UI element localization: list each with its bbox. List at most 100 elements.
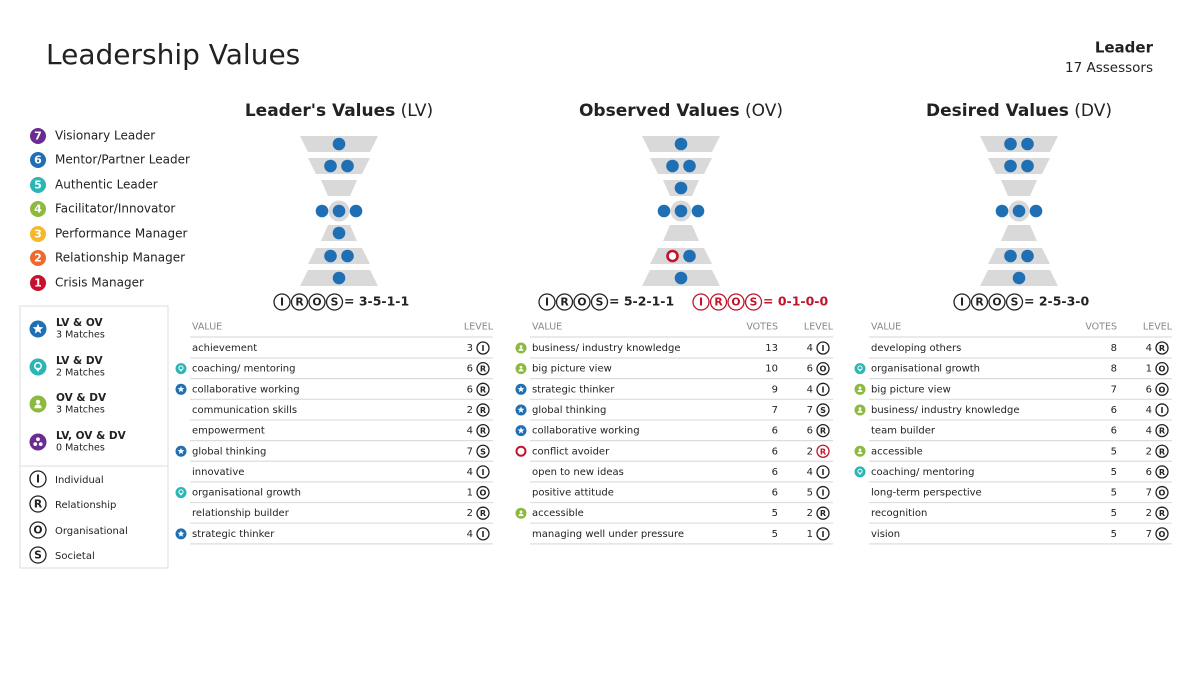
iros-badge (29, 546, 47, 564)
iros-badge (476, 382, 490, 396)
iros-letter: R (820, 508, 827, 518)
iros-score: = 3-5-1-1 (344, 294, 409, 309)
hourglass-band (321, 180, 357, 196)
person-head (858, 448, 862, 452)
iros-letter: O (1159, 384, 1166, 394)
level: 6 (467, 384, 473, 395)
iros-letter: R (480, 426, 487, 436)
iros-letter: O (33, 524, 42, 537)
column-header: VOTES (1085, 322, 1117, 333)
hourglass-band (988, 248, 1050, 264)
value-dot (691, 204, 705, 218)
hourglass-band (650, 158, 712, 174)
value-name: coaching/ mentoring (871, 467, 974, 478)
level: 2 (807, 508, 813, 519)
iros-letter: R (295, 296, 304, 309)
hourglass-band (988, 158, 1050, 174)
person-body (34, 404, 42, 409)
votes: 6 (1111, 426, 1117, 437)
value-dot (332, 137, 346, 151)
level-label: Crisis Manager (55, 276, 144, 290)
value-name: developing others (871, 343, 961, 354)
iros-label: Societal (55, 551, 95, 562)
value-name: collaborative working (192, 384, 300, 395)
value-dot (1004, 159, 1017, 173)
level-badge (30, 275, 46, 291)
level: 7 (807, 405, 813, 416)
value-dot (995, 204, 1009, 218)
level: 3 (467, 343, 473, 354)
iros-badge (1155, 444, 1169, 458)
value-name: strategic thinker (192, 529, 275, 540)
iros-badge (816, 382, 830, 396)
iros-label: Relationship (55, 500, 116, 511)
iros-badge (1155, 485, 1169, 500)
iros-badge (1155, 465, 1169, 479)
person-head (519, 345, 523, 348)
votes: 8 (1111, 364, 1117, 375)
iros-badge (816, 444, 830, 458)
star-glyph (517, 385, 525, 393)
pin-tip (858, 472, 862, 476)
iros-letter: R (480, 405, 487, 415)
hourglass-band (308, 158, 370, 174)
value-name: innovative (192, 467, 244, 478)
level-label: Visionary Leader (55, 129, 155, 143)
iros-letter: O (312, 296, 321, 309)
level: 2 (1146, 508, 1152, 519)
iros-badge (29, 495, 47, 513)
panel-title-main: Desired Values (926, 101, 1069, 121)
iros-letter: R (1159, 426, 1166, 436)
iros-badge (538, 293, 556, 311)
level-number: 3 (34, 228, 42, 241)
value-dot (666, 159, 679, 173)
level-label: Performance Manager (55, 227, 188, 241)
value-dot (674, 204, 688, 218)
value-dot (1004, 249, 1017, 263)
value-name: vision (871, 529, 900, 540)
pin-tip (858, 369, 862, 372)
iros-letter: R (560, 296, 569, 309)
iros-badge (476, 423, 490, 438)
iros-letter: I (821, 529, 824, 539)
iros-letter: R (480, 364, 487, 374)
iros-badge (325, 293, 344, 311)
value-name: organisational growth (871, 364, 980, 375)
level-badge (30, 177, 46, 193)
votes: 8 (1111, 343, 1117, 354)
votes: 7 (1111, 384, 1117, 395)
hourglass-band (650, 248, 712, 264)
match-icon (854, 363, 866, 375)
iros-letter: I (280, 296, 284, 309)
iros-letter: S (1011, 296, 1019, 309)
iros-letter: O (1159, 529, 1166, 539)
level-label: Mentor/Partner Leader (55, 153, 190, 167)
iros-score: = 2-5-3-0 (1024, 294, 1089, 309)
group-glyph (36, 437, 40, 442)
hourglass-band (1001, 180, 1037, 196)
votes: 5 (772, 508, 778, 519)
votes: 5 (1111, 446, 1117, 457)
match-icon (29, 433, 47, 451)
iros-letter: I (821, 488, 824, 498)
iros-letter: S (750, 296, 758, 309)
iros-letter: I (1160, 405, 1163, 415)
match-label: LV & DV (56, 355, 104, 367)
person-head (519, 365, 523, 369)
panel-title-main: Observed Values (579, 101, 740, 121)
iros-letter: S (331, 296, 339, 309)
value-name: collaborative working (532, 426, 640, 437)
value-name: global thinking (192, 446, 266, 457)
star-glyph (517, 406, 525, 413)
iros-badge (816, 506, 830, 520)
iros-badge (692, 293, 710, 311)
level: 6 (1146, 384, 1152, 395)
panel-title-abbr: (LV) (401, 101, 434, 121)
iros-badge (1155, 382, 1169, 396)
hourglass-band (308, 248, 370, 264)
match-count: 3 Matches (56, 330, 105, 341)
pin-tip (179, 493, 183, 496)
iros-badge (476, 506, 490, 520)
level: 7 (1146, 488, 1152, 499)
iros-letter: R (1159, 508, 1166, 518)
